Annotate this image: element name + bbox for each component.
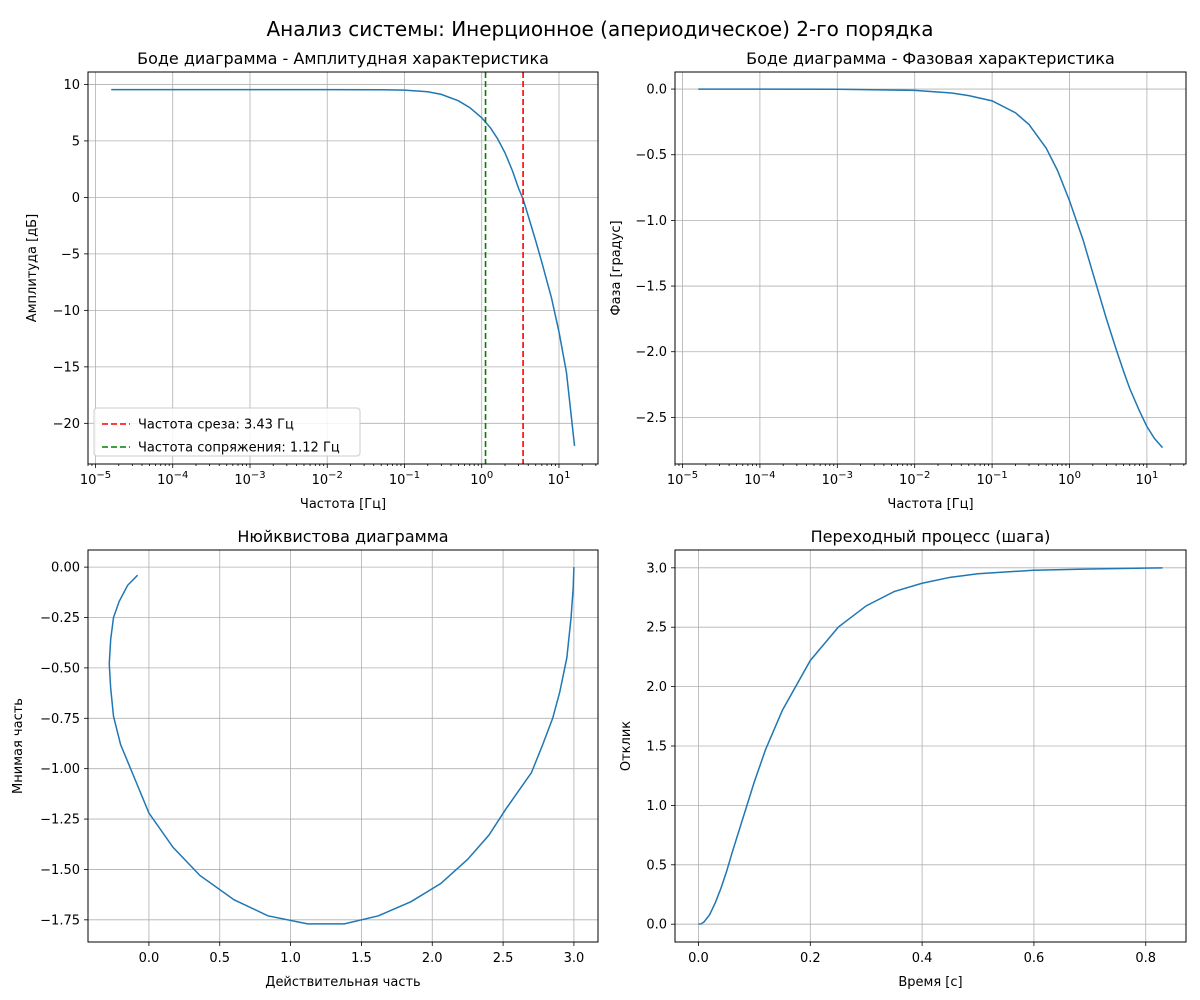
series-line: [698, 88, 1164, 449]
x-tick-label: 0.6: [1024, 951, 1045, 966]
series-line: [111, 88, 576, 447]
y-tick-label: −15: [53, 360, 80, 375]
y-tick-label: −0.5: [635, 148, 667, 163]
y-tick-label: 1.0: [646, 799, 667, 814]
chart-title: Нюйквистова диаграмма: [237, 527, 448, 546]
y-tick-label: −2.5: [635, 411, 667, 426]
x-tick-label: 101: [1135, 470, 1158, 488]
chart-title: Боде диаграмма - Амплитудная характерист…: [137, 49, 549, 68]
y-tick-label: 1.5: [646, 740, 667, 755]
x-tick-label: 100: [470, 470, 493, 488]
y-tick-label: −1.5: [635, 280, 667, 295]
x-tick-label: 100: [1058, 470, 1081, 488]
y-tick-label: 10: [63, 78, 80, 93]
plot-frame: [674, 549, 1187, 943]
chart-title: Переходный процесс (шага): [811, 527, 1051, 546]
plot-frame: [674, 71, 1187, 465]
y-tick-label: −0.25: [40, 611, 80, 626]
chart-panels: 10−5 10−4 10−3 10−2 10−1 100 101 10 5 0 −5 −10 −15 −2…: [11, 49, 1187, 990]
x-tick-label: 2.5: [493, 951, 514, 966]
x-axis-label: Время [с]: [898, 975, 962, 990]
y-tick-label: 0.5: [646, 858, 667, 873]
x-tick-label: 10−3: [234, 470, 265, 488]
x-tick-label: 0.0: [688, 951, 709, 966]
x-tick-label: 3.0: [564, 951, 585, 966]
x-tick-label: 10−3: [822, 470, 853, 488]
y-tick-label: −1.0: [635, 214, 667, 229]
x-tick-label: 10−1: [389, 470, 420, 488]
chart-title: Боде диаграмма - Фазовая характеристика: [746, 49, 1115, 68]
phase-panel: 10−5 10−4 10−3 10−2 10−1 100 101 0.0 −0.5 −1.0 −1.…: [609, 49, 1187, 512]
y-tick-label: −0.75: [40, 712, 80, 727]
x-tick-label: 0.8: [1135, 951, 1156, 966]
x-tick-label: 2.0: [422, 951, 443, 966]
y-tick-label: −20: [53, 417, 80, 432]
legend-entry: Частота среза: 3.43 Гц: [138, 418, 294, 433]
y-tick-label: 3.0: [646, 561, 667, 576]
series-line: [698, 567, 1163, 925]
x-axis-label: Действительная часть: [265, 975, 420, 990]
y-tick-label: −10: [53, 304, 80, 319]
x-tick-label: 10−2: [899, 470, 930, 488]
y-axis-label: Отклик: [619, 721, 634, 771]
y-axis-label: Амплитуда [дБ]: [25, 214, 40, 322]
y-tick-label: −1.00: [40, 762, 80, 777]
x-tick-label: 101: [548, 470, 571, 488]
x-tick-label: 10−5: [80, 470, 111, 488]
x-tick-label: 10−2: [312, 470, 343, 488]
legend: Частота среза: 3.43 Гц Частота сопряжения…: [93, 407, 361, 457]
x-tick-label: 0.4: [912, 951, 933, 966]
y-tick-label: −2.0: [635, 345, 667, 360]
x-tick-label: 0.5: [209, 951, 230, 966]
x-axis-label: Частота [Гц]: [887, 497, 973, 512]
series-line: [108, 567, 575, 925]
x-tick-label: 1.0: [280, 951, 301, 966]
y-tick-label: −1.25: [40, 813, 80, 828]
x-tick-label: 1.5: [351, 951, 372, 966]
x-tick-label: 10−4: [744, 470, 775, 488]
step-panel: 0.0 0.2 0.4 0.6 0.8 0.0 0.5 1.0 1.5 2.0 2.5 3.0 Пере…: [619, 527, 1187, 990]
x-tick-label: 0.0: [139, 951, 160, 966]
y-tick-label: −5: [61, 247, 80, 262]
x-tick-label: 10−1: [976, 470, 1007, 488]
y-tick-label: −0.50: [40, 661, 80, 676]
x-tick-label: 10−5: [667, 470, 698, 488]
legend-box: [93, 407, 361, 457]
y-tick-label: 2.5: [646, 621, 667, 636]
nyquist-panel: 0.0 0.5 1.0 1.5 2.0 2.5 3.0 0.00 −0.25 −0.50 −0.75…: [11, 527, 599, 990]
y-tick-label: 0.00: [51, 561, 80, 576]
legend-entry: Частота сопряжения: 1.12 Гц: [138, 441, 340, 456]
y-tick-label: 5: [72, 134, 80, 149]
plot-frame: [87, 71, 599, 465]
plot-frame: [87, 549, 599, 943]
x-axis-label: Частота [Гц]: [300, 497, 386, 512]
x-tick-label: 0.2: [800, 951, 821, 966]
magnitude-panel: 10−5 10−4 10−3 10−2 10−1 100 101 10 5 0 −5 −10 −15 −2…: [25, 49, 599, 512]
y-axis-label: Мнимая часть: [11, 698, 26, 794]
y-tick-label: −1.75: [40, 913, 80, 928]
y-tick-label: 0.0: [646, 918, 667, 933]
y-tick-label: 0.0: [646, 83, 667, 98]
x-tick-label: 10−4: [157, 470, 188, 488]
y-tick-label: 0: [72, 191, 80, 206]
figure-suptitle: Анализ системы: Инерционное (апериодичес…: [267, 17, 934, 41]
y-tick-label: −1.50: [40, 863, 80, 878]
y-axis-label: Фаза [градус]: [609, 220, 624, 315]
y-tick-label: 2.0: [646, 680, 667, 695]
